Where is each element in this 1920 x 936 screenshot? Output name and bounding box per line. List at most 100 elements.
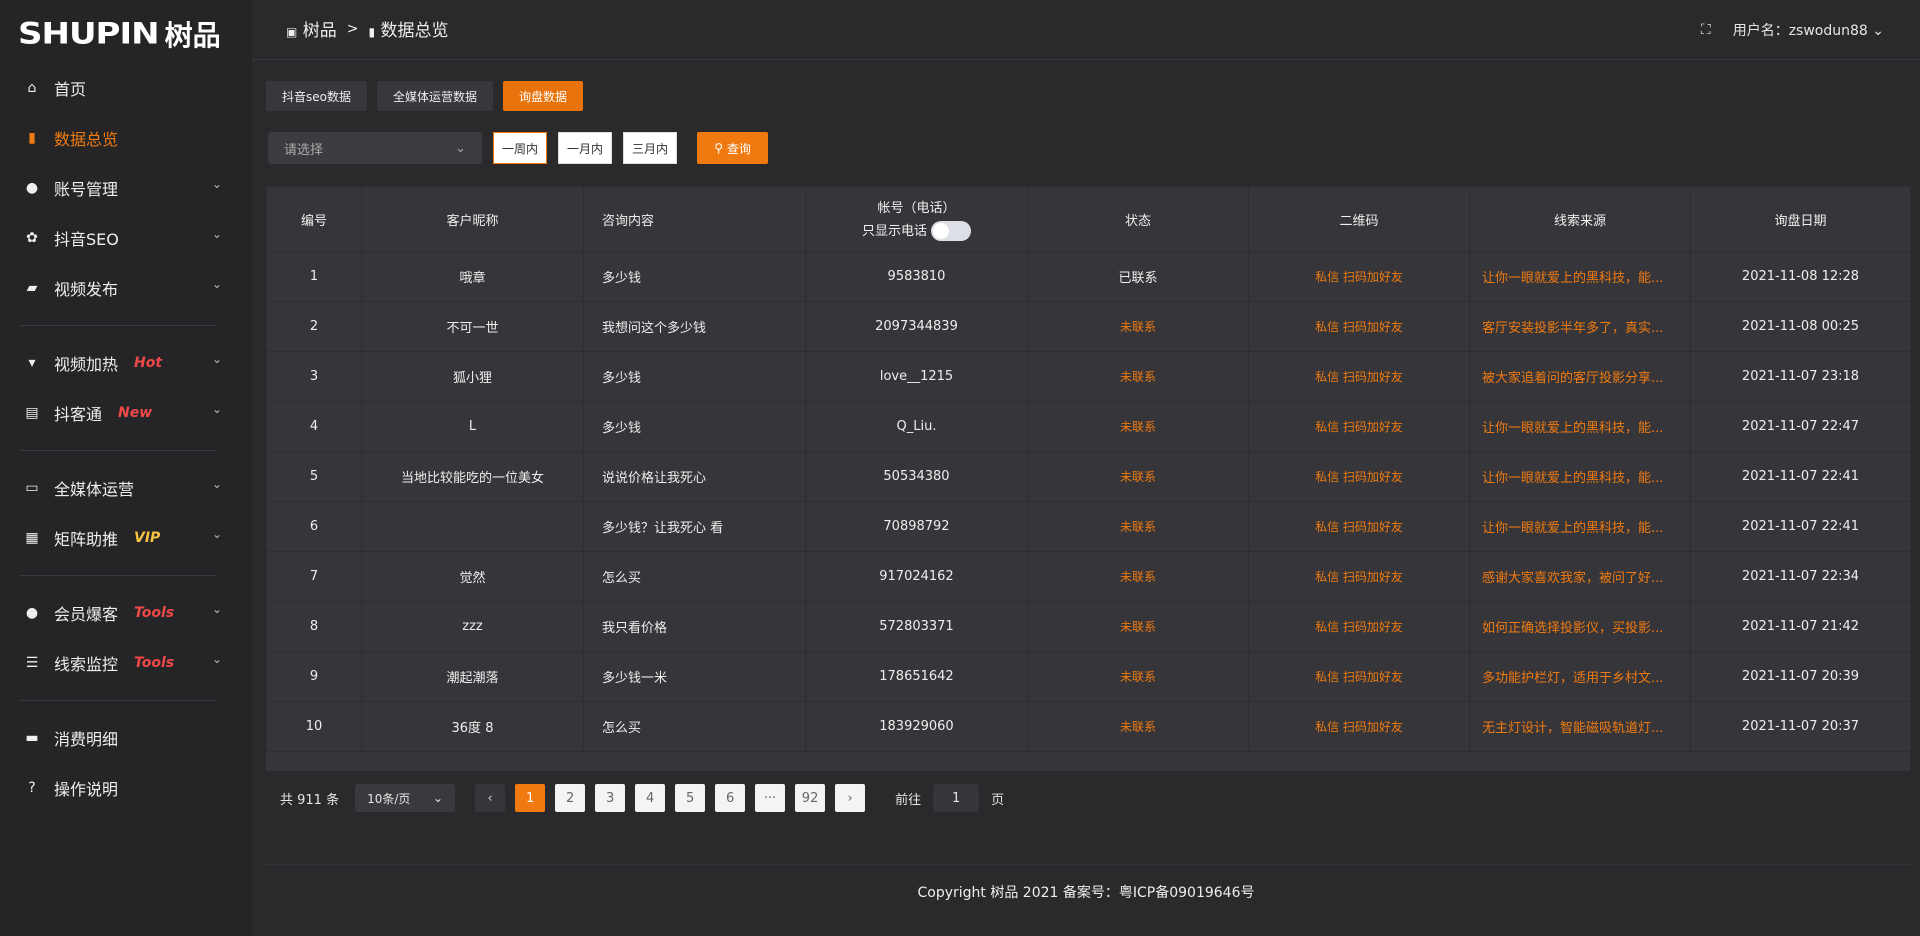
cell-source-link[interactable]: 让你一眼就爱上的黑科技，能... <box>1469 401 1691 452</box>
source-select[interactable]: 请选择 ⌄ <box>268 132 482 164</box>
cell-content: 怎么买 <box>583 551 806 602</box>
sidebar-item-7[interactable]: ▤ 抖客通 New ⌄ <box>25 402 223 424</box>
cell-qrcode-link[interactable]: 私信 扫码加好友 <box>1248 551 1470 602</box>
nav-divider <box>20 575 216 576</box>
cell-id: 3 <box>266 351 362 402</box>
user-icon: ● <box>25 180 39 196</box>
cell-qrcode-link[interactable]: 私信 扫码加好友 <box>1248 501 1470 552</box>
cell-content: 多少钱 <box>583 251 806 302</box>
breadcrumb: ▣ 树品 > ▮ 数据总览 <box>286 16 449 42</box>
chevron-down-icon: ⌄ <box>212 402 223 416</box>
page-button[interactable]: 2 <box>555 784 586 812</box>
breadcrumb-home[interactable]: ▣ 树品 <box>286 21 337 41</box>
sidebar-item-12[interactable]: ▬ 消费明细 <box>25 730 119 749</box>
cell-qrcode-link[interactable]: 私信 扫码加好友 <box>1248 251 1470 302</box>
phone-only-toggle[interactable] <box>931 221 971 242</box>
sidebar-item-6[interactable]: ▾ 视频加热 Hot ⌄ <box>0 338 252 388</box>
cell-source-link[interactable]: 感谢大家喜欢我家，被问了好... <box>1469 551 1691 602</box>
nav-divider <box>20 450 216 451</box>
tab-all-media-data[interactable]: 全媒体运营数据 <box>376 81 493 111</box>
cell-status: 未联系 <box>1027 451 1249 502</box>
cell-source-link[interactable]: 无主灯设计，智能磁吸轨道灯... <box>1469 701 1691 752</box>
next-page-button[interactable]: › <box>835 784 866 812</box>
col-qrcode: 二维码 <box>1248 186 1470 252</box>
goto-page-input[interactable]: 1 <box>933 784 980 812</box>
cell-id: 5 <box>266 451 362 502</box>
page-button[interactable]: ··· <box>755 784 786 812</box>
cell-qrcode-link[interactable]: 私信 扫码加好友 <box>1248 301 1470 352</box>
page-button[interactable]: 4 <box>635 784 666 812</box>
fullscreen-icon[interactable]: ⛶ <box>1700 22 1711 38</box>
tab-inquiry-data[interactable]: 询盘数据 <box>503 81 584 111</box>
nav-divider <box>20 325 216 326</box>
badge: Tools <box>134 605 175 621</box>
page-button[interactable]: 3 <box>595 784 626 812</box>
cell-account: 2097344839 <box>805 301 1028 352</box>
header: ▣ 树品 > ▮ 数据总览 ⛶ 用户名：zswodun88 ⌄ <box>252 0 1920 60</box>
cell-id: 8 <box>266 601 362 652</box>
chat-icon: ▤ <box>25 405 39 421</box>
cell-source-link[interactable]: 如何正确选择投影仪，买投影... <box>1469 601 1691 652</box>
sliders-icon: ☰ <box>25 655 39 671</box>
query-button[interactable]: ⚲ 查询 <box>697 132 769 164</box>
cell-id: 6 <box>266 501 362 552</box>
user-icon: ● <box>25 605 39 621</box>
cell-source-link[interactable]: 让你一眼就爱上的黑科技，能... <box>1469 251 1691 302</box>
nav-divider <box>20 700 216 701</box>
cell-source-link[interactable]: 客厅安装投影半年多了，真实... <box>1469 301 1691 352</box>
search-icon: ⚲ <box>714 141 724 155</box>
cell-qrcode-link[interactable]: 私信 扫码加好友 <box>1248 351 1470 402</box>
cell-status: 未联系 <box>1027 701 1249 752</box>
page-size-select[interactable]: 10条/页 ⌄ <box>355 784 456 812</box>
inquiry-table: 编号 客户昵称 咨询内容 帐号（电话） 只显示电话 状态 二维码 线索来源 询盘日… <box>266 186 1911 771</box>
sidebar-item-3[interactable]: ● 账号管理 ⌄ <box>25 177 223 199</box>
page-button[interactable]: 5 <box>675 784 706 812</box>
cell-qrcode-link[interactable]: 私信 扫码加好友 <box>1248 601 1470 652</box>
bar-chart-icon: ▮ <box>28 130 36 146</box>
table-row: 9 潮起潮落 多少钱一米 178651642 未联系 私信 扫码加好友 多功能护栏灯，适用于… <box>266 651 1911 702</box>
cell-qrcode-link[interactable]: 私信 扫码加好友 <box>1248 651 1470 702</box>
cell-qrcode-link[interactable]: 私信 扫码加好友 <box>1248 451 1470 502</box>
page-button[interactable]: 6 <box>715 784 746 812</box>
cell-date: 2021-11-07 22:41 <box>1690 501 1911 552</box>
cell-qrcode-link[interactable]: 私信 扫码加好友 <box>1248 701 1470 752</box>
cell-status: 未联系 <box>1027 501 1249 552</box>
range-week-button[interactable]: 一周内 <box>493 132 548 164</box>
sidebar-item-1[interactable]: ⌂ 首页 <box>0 63 252 113</box>
cell-source-link[interactable]: 多功能护栏灯，适用于乡村文... <box>1469 651 1691 702</box>
cell-source-link[interactable]: 被大家追着问的客厅投影分享... <box>1469 351 1691 402</box>
table-row: 7 觉然 怎么买 917024162 未联系 私信 扫码加好友 感谢大家喜欢我家，被问了好.… <box>266 551 1911 602</box>
cell-account: 917024162 <box>805 551 1028 602</box>
cell-id: 2 <box>266 301 362 352</box>
cell-status: 已联系 <box>1027 251 1249 302</box>
page-button[interactable]: 92 <box>795 784 826 812</box>
tab-douyin-seo-data[interactable]: 抖音seo数据 <box>266 81 367 111</box>
breadcrumb-separator: > <box>346 20 359 37</box>
col-source: 线索来源 <box>1469 186 1691 252</box>
sidebar-nav: ⌂ 首页 ▮ 数据总览 ● 账号管理 ⌄ ✿ 抖音SEO ⌄ ▰ 视频发布 ⌄ ▾ 视频加热 Hot ⌄ ▤ 抖客通… <box>0 63 252 813</box>
range-month-button[interactable]: 一月内 <box>558 132 613 164</box>
sidebar-item-5[interactable]: ▰ 视频发布 ⌄ <box>0 263 252 313</box>
logo[interactable]: SHUPIN 树品 <box>18 17 221 52</box>
cell-source-link[interactable]: 让你一眼就爱上的黑科技，能... <box>1469 501 1691 552</box>
cell-nickname: L <box>361 401 584 452</box>
cell-status: 未联系 <box>1027 401 1249 452</box>
sidebar-item-11[interactable]: ☰ 线索监控 Tools ⌄ <box>25 652 223 674</box>
sidebar-item-4[interactable]: ✿ 抖音SEO ⌄ <box>0 213 252 263</box>
prev-page-button[interactable]: ‹ <box>475 784 506 812</box>
badge: Hot <box>134 355 163 371</box>
cell-account: 9583810 <box>805 251 1028 302</box>
divider <box>266 864 1910 865</box>
sidebar-item-9[interactable]: ▦ 矩阵助推 VIP ⌄ <box>25 527 223 549</box>
page-button[interactable]: 1 <box>515 784 546 812</box>
sidebar-item-10[interactable]: ● 会员爆客 Tools ⌄ <box>25 602 223 624</box>
cell-source-link[interactable]: 让你一眼就爱上的黑科技，能... <box>1469 451 1691 502</box>
cell-nickname: 当地比较能吃的一位美女 <box>361 451 584 502</box>
user-menu[interactable]: 用户名：zswodun88 ⌄ <box>1732 23 1884 39</box>
cell-qrcode-link[interactable]: 私信 扫码加好友 <box>1248 401 1470 452</box>
sidebar-item-2[interactable]: ▮ 数据总览 <box>0 113 252 163</box>
sidebar-item-13[interactable]: ? 操作说明 <box>0 763 252 813</box>
sidebar-item-8[interactable]: ▭ 全媒体运营 ⌄ <box>25 477 223 499</box>
cell-nickname: 36度 8 <box>361 701 584 752</box>
range-3month-button[interactable]: 三月内 <box>623 132 678 164</box>
